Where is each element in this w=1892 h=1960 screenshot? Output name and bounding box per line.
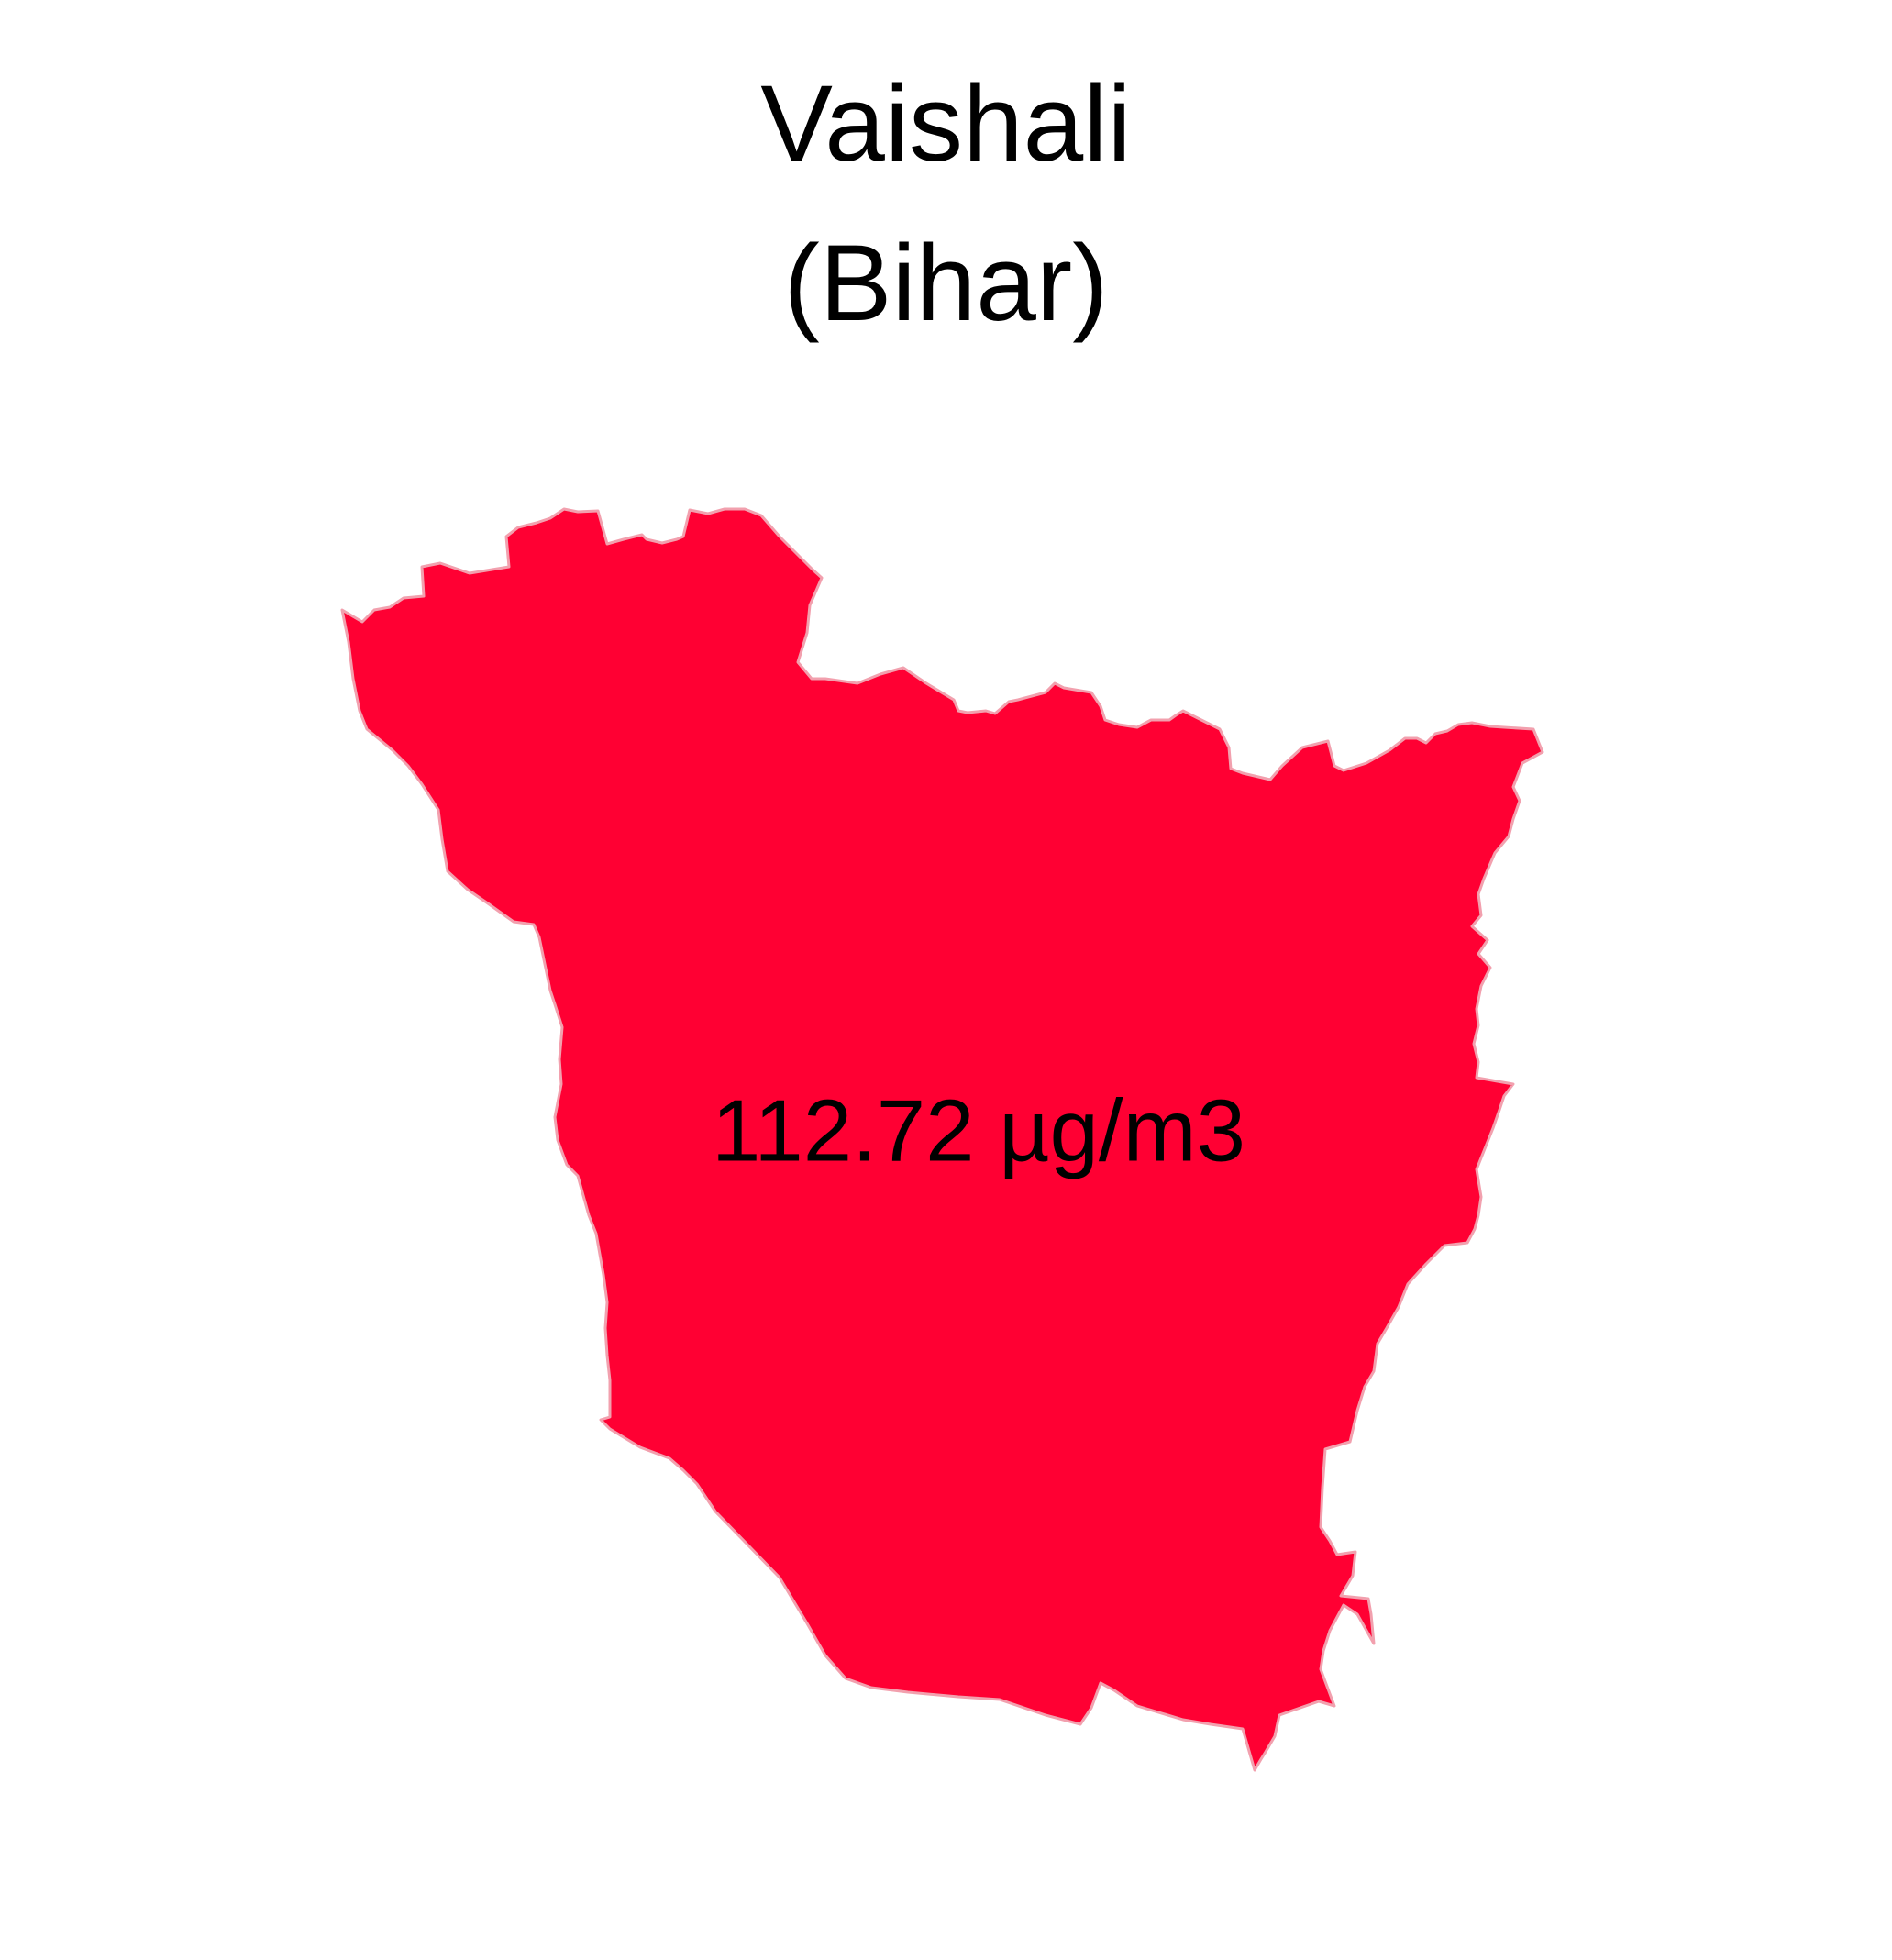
district-shape-vaishali: [340, 507, 1544, 1772]
map-title-state: (Bihar): [783, 223, 1109, 344]
map-title-district: Vaishali: [760, 63, 1132, 184]
pollution-value-label: 112.72 µg/m3: [712, 1081, 1245, 1179]
